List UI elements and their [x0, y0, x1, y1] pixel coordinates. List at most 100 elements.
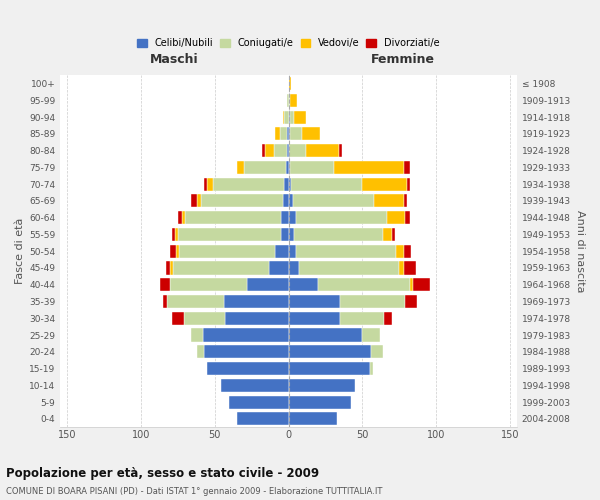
Bar	[221, 379, 289, 392]
Bar	[292, 178, 362, 190]
Bar	[287, 144, 289, 157]
Bar	[280, 128, 287, 140]
Bar	[197, 194, 202, 207]
Bar	[404, 244, 411, 258]
Bar	[163, 295, 167, 308]
Bar	[172, 312, 184, 325]
Bar	[179, 244, 275, 258]
Bar	[185, 211, 281, 224]
Bar	[289, 178, 292, 190]
Bar	[362, 178, 407, 190]
Bar	[281, 211, 289, 224]
Bar	[289, 278, 318, 291]
Bar	[399, 262, 404, 274]
Y-axis label: Fasce di età: Fasce di età	[15, 218, 25, 284]
Bar	[362, 328, 380, 342]
Bar	[172, 228, 175, 241]
Bar	[383, 228, 392, 241]
Bar	[289, 228, 295, 241]
Bar	[289, 362, 370, 375]
Bar	[371, 345, 383, 358]
Bar	[290, 128, 302, 140]
Bar	[407, 178, 410, 190]
Bar	[334, 161, 404, 174]
Bar	[175, 228, 178, 241]
Bar	[340, 312, 385, 325]
Bar	[293, 194, 374, 207]
Text: Femmine: Femmine	[371, 54, 435, 66]
Bar	[229, 396, 289, 408]
Bar	[170, 262, 173, 274]
Bar	[295, 228, 383, 241]
Bar	[404, 194, 407, 207]
Bar	[207, 362, 289, 375]
Bar	[405, 295, 417, 308]
Bar	[289, 144, 306, 157]
Bar	[289, 211, 296, 224]
Bar	[289, 379, 355, 392]
Bar	[289, 412, 337, 426]
Bar	[296, 211, 388, 224]
Bar	[275, 244, 289, 258]
Bar	[299, 262, 399, 274]
Bar	[283, 110, 284, 124]
Bar	[178, 228, 281, 241]
Bar	[287, 128, 289, 140]
Bar	[370, 362, 373, 375]
Bar	[225, 312, 289, 325]
Bar	[397, 244, 404, 258]
Bar	[306, 144, 339, 157]
Bar	[182, 211, 185, 224]
Bar	[197, 345, 205, 358]
Bar	[205, 345, 289, 358]
Bar	[374, 194, 404, 207]
Bar	[224, 295, 289, 308]
Bar	[340, 295, 405, 308]
Bar	[284, 110, 289, 124]
Bar	[289, 312, 340, 325]
Bar	[275, 128, 280, 140]
Bar	[287, 94, 289, 107]
Bar	[213, 178, 284, 190]
Text: COMUNE DI BOARA PISANI (PD) - Dati ISTAT 1° gennaio 2009 - Elaborazione TUTTITAL: COMUNE DI BOARA PISANI (PD) - Dati ISTAT…	[6, 488, 382, 496]
Bar	[404, 161, 410, 174]
Y-axis label: Anni di nascita: Anni di nascita	[575, 210, 585, 292]
Bar	[388, 211, 405, 224]
Bar	[191, 194, 197, 207]
Bar	[289, 295, 340, 308]
Bar	[176, 244, 179, 258]
Bar	[290, 94, 298, 107]
Text: Maschi: Maschi	[150, 54, 199, 66]
Bar	[237, 412, 289, 426]
Bar	[385, 312, 392, 325]
Bar	[202, 194, 283, 207]
Bar	[296, 244, 397, 258]
Bar	[295, 110, 306, 124]
Bar	[203, 328, 289, 342]
Bar	[289, 262, 299, 274]
Bar	[302, 128, 320, 140]
Bar	[289, 328, 362, 342]
Bar	[289, 110, 290, 124]
Bar	[289, 396, 350, 408]
Bar	[205, 178, 207, 190]
Bar	[184, 312, 225, 325]
Bar	[283, 194, 289, 207]
Bar	[262, 144, 265, 157]
Bar	[290, 110, 295, 124]
Bar	[289, 194, 293, 207]
Bar	[274, 144, 287, 157]
Bar	[318, 278, 410, 291]
Bar	[289, 77, 292, 90]
Bar	[413, 278, 430, 291]
Bar	[166, 262, 170, 274]
Bar	[289, 128, 290, 140]
Bar	[247, 278, 289, 291]
Bar	[284, 178, 289, 190]
Bar	[207, 178, 213, 190]
Bar	[265, 144, 274, 157]
Bar	[289, 345, 371, 358]
Bar	[178, 211, 182, 224]
Bar	[170, 244, 176, 258]
Bar	[160, 278, 170, 291]
